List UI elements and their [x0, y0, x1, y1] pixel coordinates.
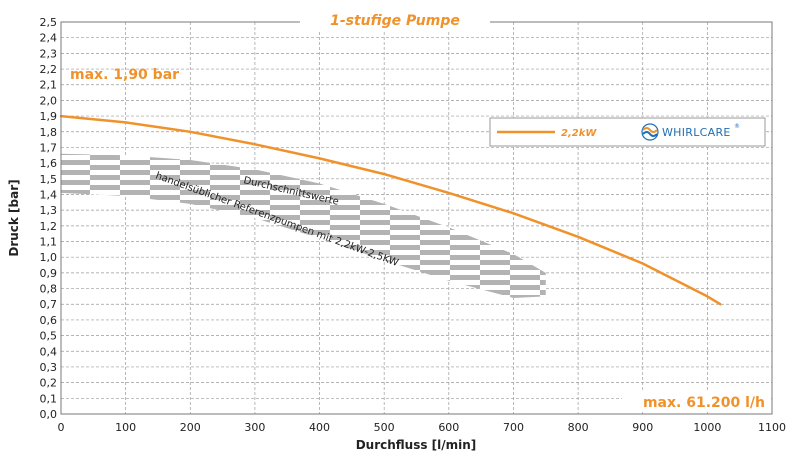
y-tick-label: 1,9 — [40, 110, 58, 123]
brand-registered-mark: ® — [734, 123, 740, 130]
legend: 2,2kW WHIRLCARE ® — [489, 117, 766, 147]
x-tick-label: 500 — [374, 421, 395, 434]
y-tick-label: 2,0 — [40, 94, 58, 107]
whirlcare-logo-icon — [641, 123, 659, 141]
x-tick-label: 0 — [58, 421, 65, 434]
series-layer — [59, 114, 722, 306]
y-tick-label: 2,4 — [40, 32, 58, 45]
max-flow-backdrop — [622, 390, 770, 412]
y-tick-label: 1,6 — [40, 157, 58, 170]
y-tick-label: 0,2 — [40, 377, 58, 390]
x-tick-labels: 0 100 200 300 400 500 600 700 800 900 1000 1100 — [58, 421, 787, 434]
reference-band — [61, 153, 546, 298]
y-tick-label: 0,0 — [40, 408, 58, 421]
max-pressure-note: max. 1,90 bar — [70, 67, 179, 83]
y-tick-label: 0,8 — [40, 283, 58, 296]
x-tick-label: 700 — [503, 421, 524, 434]
y-tick-label: 0,9 — [40, 267, 58, 280]
brand-name: WHIRLCARE — [662, 126, 731, 139]
y-tick-label: 0,3 — [40, 361, 58, 374]
y-tick-label: 1,3 — [40, 204, 58, 217]
y-tick-label: 1,8 — [40, 126, 58, 139]
y-tick-label: 0,1 — [40, 392, 58, 405]
x-tick-label: 300 — [244, 421, 265, 434]
x-tick-label: 1000 — [693, 421, 721, 434]
y-tick-label: 2,5 — [40, 16, 58, 29]
y-tick-label: 0,4 — [40, 345, 58, 358]
title-backdrop — [300, 8, 490, 32]
y-tick-label: 0,7 — [40, 298, 58, 311]
y-tick-label: 2,1 — [40, 79, 58, 92]
x-tick-label: 1100 — [758, 421, 786, 434]
x-tick-label: 800 — [568, 421, 589, 434]
y-tick-label: 2,3 — [40, 47, 58, 60]
y-tick-label: 1,2 — [40, 220, 58, 233]
y-tick-label: 1,7 — [40, 141, 58, 154]
chart-title: 1-stufige Pumpe — [330, 13, 460, 29]
max-flow-note: max. 61.200 l/h — [643, 395, 765, 411]
x-tick-label: 600 — [438, 421, 459, 434]
y-tick-label: 2,2 — [40, 63, 58, 76]
y-tick-label: 1,5 — [40, 173, 58, 186]
x-axis-title: Durchfluss [l/min] — [356, 438, 477, 452]
y-tick-labels: 0,0 0,1 0,2 0,3 0,4 0,5 0,6 0,7 0,8 0,9 1,0 1,1 1,2 1… — [40, 16, 58, 421]
x-tick-label: 200 — [180, 421, 201, 434]
y-axis-title: Druck [bar] — [7, 179, 21, 256]
x-tick-label: 900 — [632, 421, 653, 434]
y-tick-label: 1,0 — [40, 251, 58, 264]
legend-series-label: 2,2kW — [561, 128, 597, 139]
y-tick-label: 0,6 — [40, 314, 58, 327]
y-tick-label: 1,4 — [40, 188, 58, 201]
reference-band-area — [61, 153, 546, 298]
y-tick-label: 1,1 — [40, 236, 58, 249]
series-line-2-2kw — [59, 114, 722, 306]
x-tick-label: 100 — [115, 421, 136, 434]
y-tick-label: 0,5 — [40, 330, 58, 343]
x-tick-label: 400 — [309, 421, 330, 434]
